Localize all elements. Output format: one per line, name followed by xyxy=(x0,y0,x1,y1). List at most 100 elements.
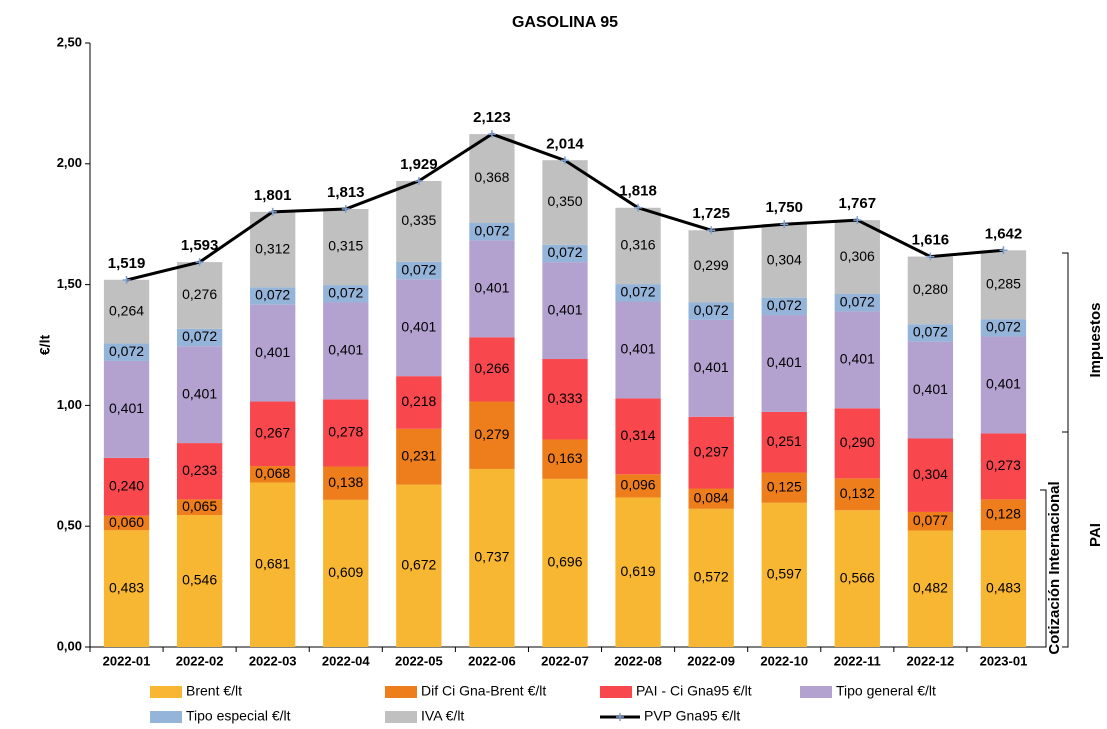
bar-segment xyxy=(834,220,880,295)
bar-segment xyxy=(615,398,661,475)
line-marker xyxy=(195,258,204,267)
bar-segment xyxy=(542,478,588,647)
data-label: 0,546 xyxy=(182,572,217,588)
data-label: 0,072 xyxy=(255,287,290,303)
data-label: 0,401 xyxy=(547,301,582,317)
data-label: 1,929 xyxy=(400,156,438,173)
bar-segment xyxy=(834,510,880,647)
bar-segment xyxy=(103,360,150,458)
data-label: 0,609 xyxy=(328,564,363,580)
bar-segment xyxy=(834,408,880,479)
bar-segment xyxy=(103,515,150,531)
line-marker xyxy=(634,203,643,212)
legend-swatch xyxy=(385,686,417,698)
legend-swatch xyxy=(385,711,417,723)
data-label: 0,240 xyxy=(109,478,144,494)
data-label: 0,335 xyxy=(401,212,436,228)
data-label: 2,123 xyxy=(473,109,511,126)
bar-segment xyxy=(469,468,515,647)
data-label: 0,350 xyxy=(547,193,582,209)
legend-swatch xyxy=(150,711,182,723)
data-label: 0,267 xyxy=(255,424,290,440)
line-marker xyxy=(122,276,131,285)
bar-segment xyxy=(323,399,369,467)
bar-segment xyxy=(250,304,296,402)
bar-segment xyxy=(688,302,734,320)
data-label: 0,072 xyxy=(913,324,948,340)
data-label: 0,401 xyxy=(694,359,729,375)
bar-segment xyxy=(907,256,954,325)
bar-segment xyxy=(980,336,1027,434)
data-label: 0,304 xyxy=(913,466,948,482)
data-label: 1,519 xyxy=(108,255,146,272)
bar-segment xyxy=(103,279,150,344)
data-label: 0,401 xyxy=(913,381,948,397)
bar-segment xyxy=(542,439,588,479)
data-label: 1,818 xyxy=(619,183,657,200)
bar-segment xyxy=(761,411,807,473)
annotation: PAI xyxy=(1087,523,1104,547)
x-tick-label: 2022-03 xyxy=(249,653,297,668)
bar-segment xyxy=(688,416,734,489)
bar-segment xyxy=(323,302,369,400)
data-label: 0,279 xyxy=(474,426,509,442)
bar-segment xyxy=(396,279,442,377)
data-label: 0,401 xyxy=(255,344,290,360)
data-label: 0,128 xyxy=(986,506,1021,522)
x-tick-label: 2022-07 xyxy=(541,653,589,668)
line-marker xyxy=(414,176,423,185)
bar-segment xyxy=(396,484,442,647)
data-label: 0,072 xyxy=(621,284,656,300)
bar-segment xyxy=(834,478,880,511)
legend-swatch xyxy=(150,686,182,698)
annotation: Cotización Internacional xyxy=(1046,481,1063,654)
data-label: 0,482 xyxy=(913,579,948,595)
bar-segment xyxy=(176,262,223,329)
data-label: 0,316 xyxy=(621,237,656,253)
bar-segment xyxy=(250,287,296,305)
bar-segment xyxy=(542,244,588,263)
y-tick-label: 1,50 xyxy=(57,276,82,291)
data-label: 0,072 xyxy=(474,222,509,238)
bar-segment xyxy=(761,315,807,412)
data-label: 0,072 xyxy=(547,244,582,260)
data-label: 0,266 xyxy=(474,360,509,376)
bar-segment xyxy=(250,482,296,647)
data-label: 1,642 xyxy=(985,225,1023,242)
bar-segment xyxy=(907,530,954,647)
data-label: 0,401 xyxy=(401,318,436,334)
bar-segment xyxy=(688,230,734,303)
bar-segment xyxy=(469,240,515,338)
bar-segment xyxy=(176,328,223,347)
chart-title: GASOLINA 95 xyxy=(512,14,618,31)
bar-segment xyxy=(250,466,296,483)
bar-segment xyxy=(323,499,369,647)
data-label: 0,065 xyxy=(182,498,217,514)
x-tick-label: 2022-12 xyxy=(907,653,955,668)
data-label: 2,014 xyxy=(546,135,584,152)
data-label: 0,401 xyxy=(474,280,509,296)
bar-segment xyxy=(323,208,369,286)
legend-swatch xyxy=(616,713,624,721)
data-label: 0,737 xyxy=(474,549,509,565)
line-marker xyxy=(999,246,1008,255)
data-label: 0,218 xyxy=(401,393,436,409)
bar-segment xyxy=(396,376,442,429)
bar-segment xyxy=(469,401,515,469)
line-marker xyxy=(487,130,496,139)
line-marker xyxy=(926,252,935,261)
bar-segment xyxy=(469,337,515,402)
bar-segment xyxy=(761,472,807,503)
x-tick-label: 2022-05 xyxy=(395,653,443,668)
bar-segment xyxy=(761,502,807,647)
data-label: 1,725 xyxy=(692,205,730,222)
line-marker xyxy=(561,156,569,165)
bar-segment xyxy=(323,466,369,500)
data-label: 0,072 xyxy=(694,302,729,318)
data-label: 0,312 xyxy=(255,240,290,256)
legend-label: IVA €/lt xyxy=(421,708,464,724)
data-label: 0,096 xyxy=(621,477,656,493)
data-label: 0,401 xyxy=(840,351,875,367)
bar-segment xyxy=(469,222,515,241)
x-tick-label: 2022-11 xyxy=(834,653,881,668)
